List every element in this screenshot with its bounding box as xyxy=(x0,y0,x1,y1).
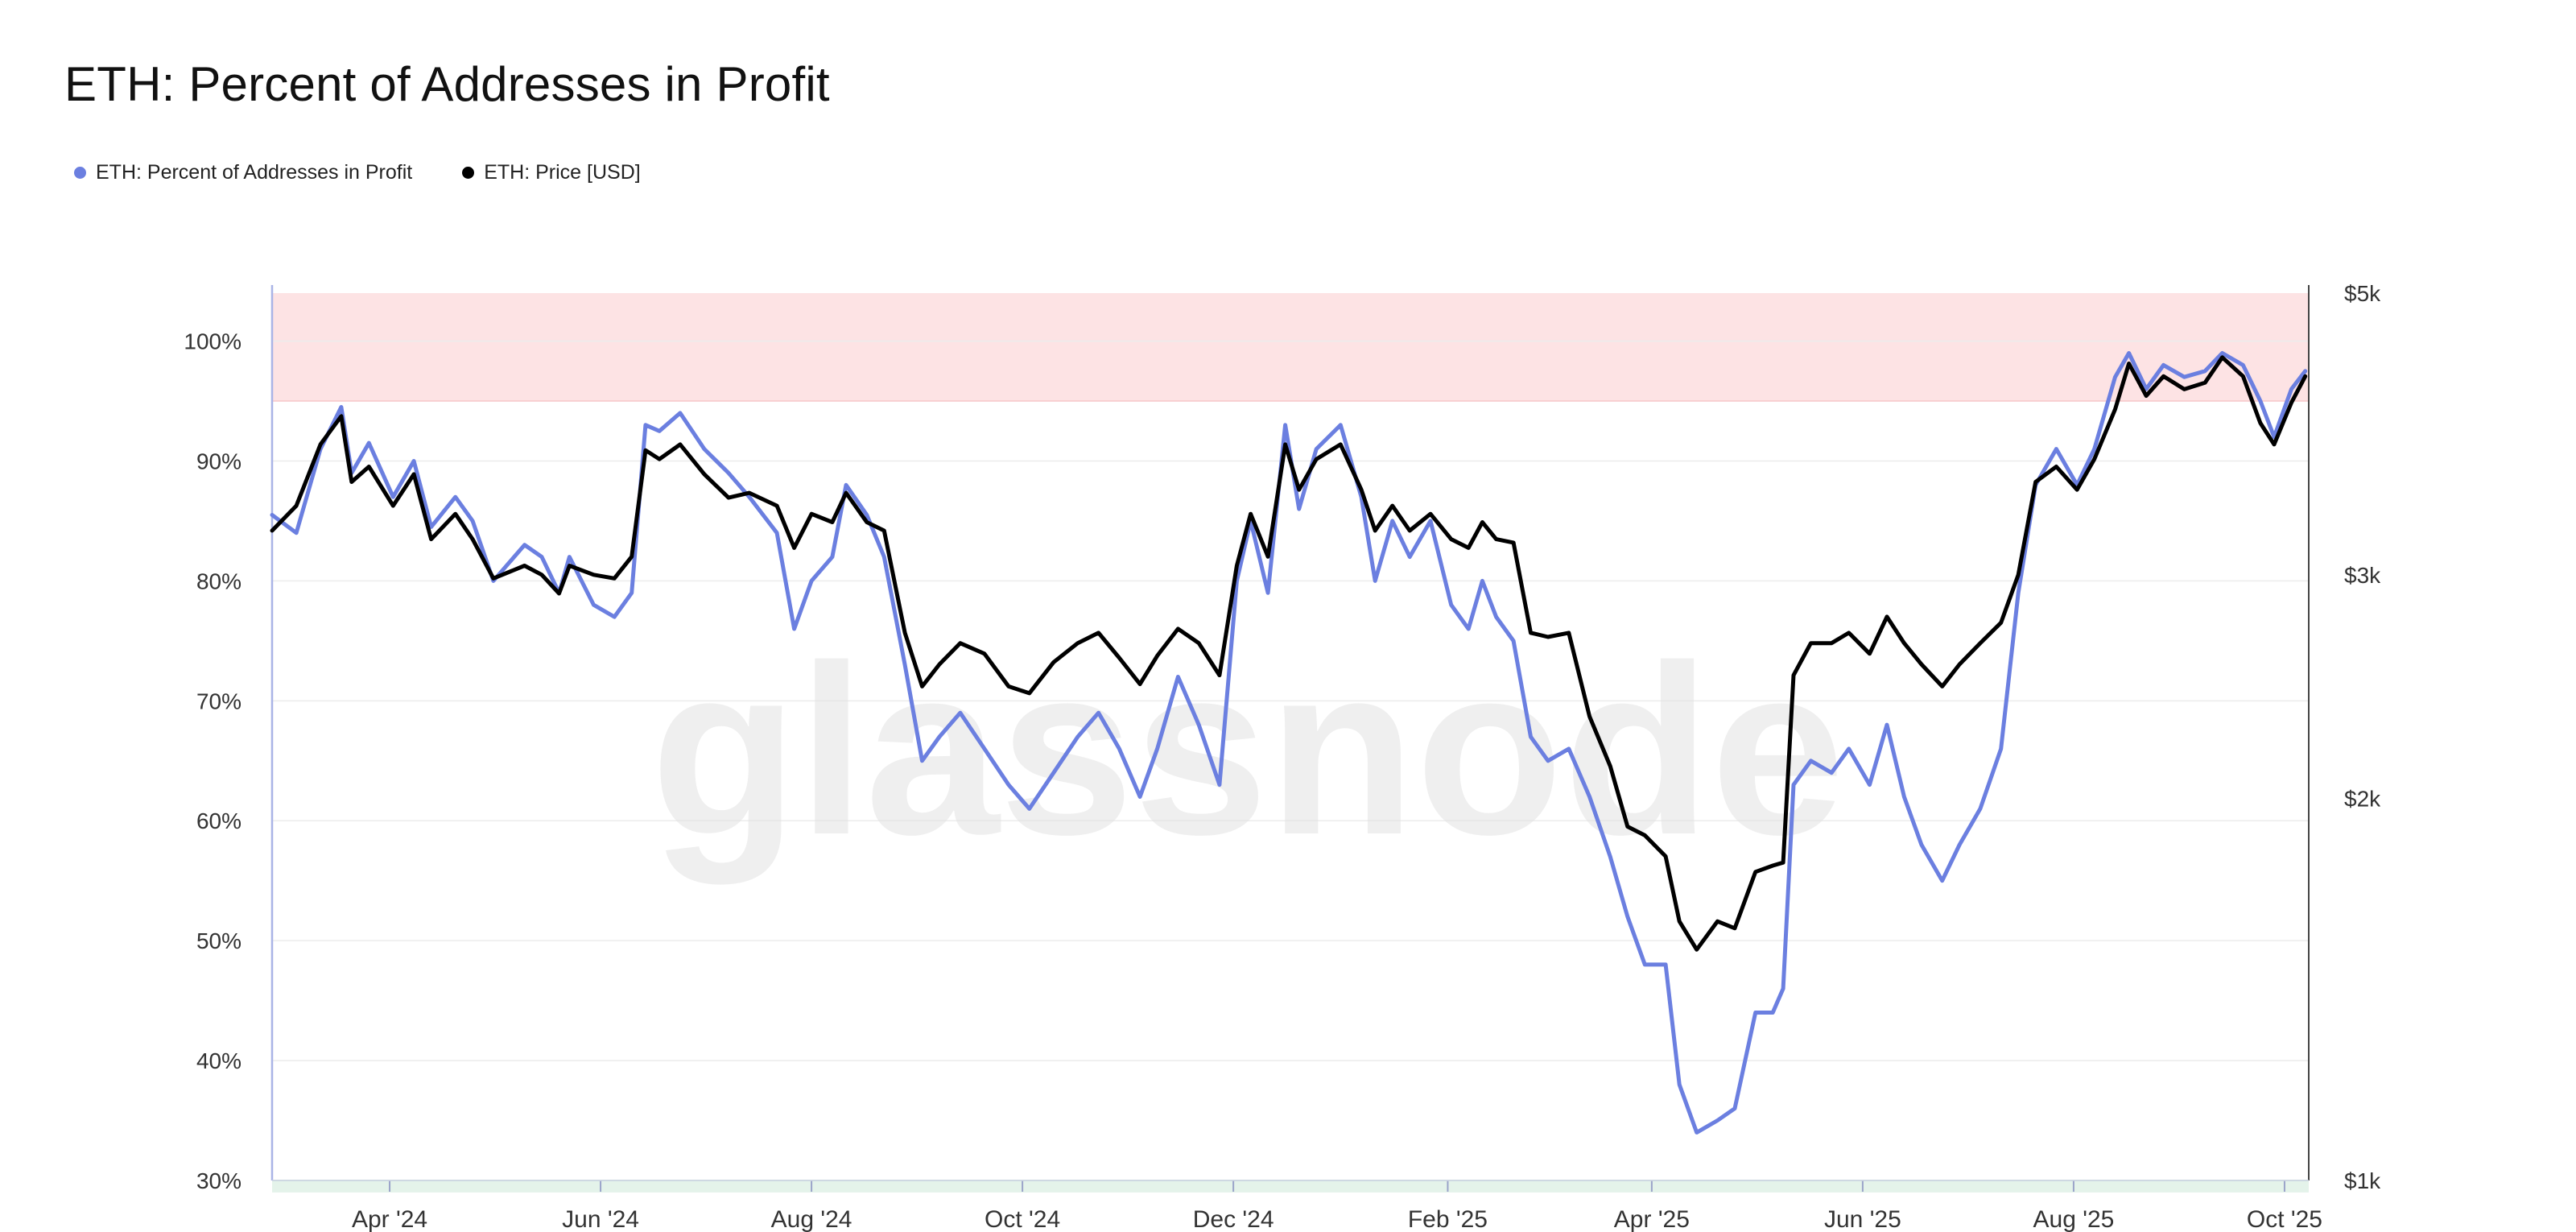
chart-legend: ETH: Percent of Addresses in Profit ETH:… xyxy=(74,161,641,184)
x-tick-label: Apr '24 xyxy=(352,1206,427,1232)
chart-title: ETH: Percent of Addresses in Profit xyxy=(64,57,830,111)
x-tick-label: Dec '24 xyxy=(1193,1206,1274,1232)
y-right-tick-label: $1k xyxy=(2344,1168,2381,1193)
x-tick-label: Jun '25 xyxy=(1824,1206,1901,1232)
chart-series xyxy=(270,351,2308,1135)
x-tick-label: Aug '25 xyxy=(2033,1206,2115,1232)
watermark-text: glassnode xyxy=(650,614,1845,887)
x-tick-label: Jun '24 xyxy=(562,1206,639,1232)
y-left-tick-label: 90% xyxy=(196,449,242,473)
y-left-tick-label: 60% xyxy=(196,808,242,833)
legend-item-profit[interactable]: ETH: Percent of Addresses in Profit xyxy=(74,161,412,184)
lower-threshold-band xyxy=(272,1180,2309,1193)
chart-gridlines xyxy=(272,340,2309,1181)
y-right-tick-label: $2k xyxy=(2344,786,2381,811)
series-line-percent-in-profit xyxy=(270,351,2308,1135)
y-left-tick-label: 30% xyxy=(196,1168,242,1193)
legend-label-profit: ETH: Percent of Addresses in Profit xyxy=(96,161,413,184)
y-left-tick-label: 100% xyxy=(184,329,242,354)
x-tick-label: Oct '25 xyxy=(2247,1206,2322,1232)
y-left-tick-label: 70% xyxy=(196,688,242,713)
y-left-tick-label: 50% xyxy=(196,928,242,953)
y-right-tick-label: $3k xyxy=(2344,563,2381,588)
chart-axes xyxy=(270,285,2310,1192)
x-tick-label: Aug '24 xyxy=(771,1206,852,1232)
x-tick-label: Feb '25 xyxy=(1408,1206,1488,1232)
legend-label-price: ETH: Price [USD] xyxy=(484,161,641,184)
legend-dot-profit xyxy=(74,167,86,179)
x-tick-label: Oct '24 xyxy=(985,1206,1060,1232)
y-left-tick-label: 40% xyxy=(196,1048,242,1073)
y-right-tick-label: $5k xyxy=(2344,281,2381,306)
chart-tick-labels: 30% 40% 50% 60% 70% 80% 90% 100% $1k $2k $3k $5k Apr… xyxy=(184,281,2381,1232)
series-line-price-usd xyxy=(270,355,2308,952)
legend-item-price[interactable]: ETH: Price [USD] xyxy=(462,161,641,184)
upper-threshold-band xyxy=(272,293,2309,402)
legend-dot-price xyxy=(462,167,475,179)
x-tick-label: Apr '25 xyxy=(1614,1206,1690,1232)
chart-bands xyxy=(272,293,2309,1193)
y-left-tick-label: 80% xyxy=(196,568,242,593)
